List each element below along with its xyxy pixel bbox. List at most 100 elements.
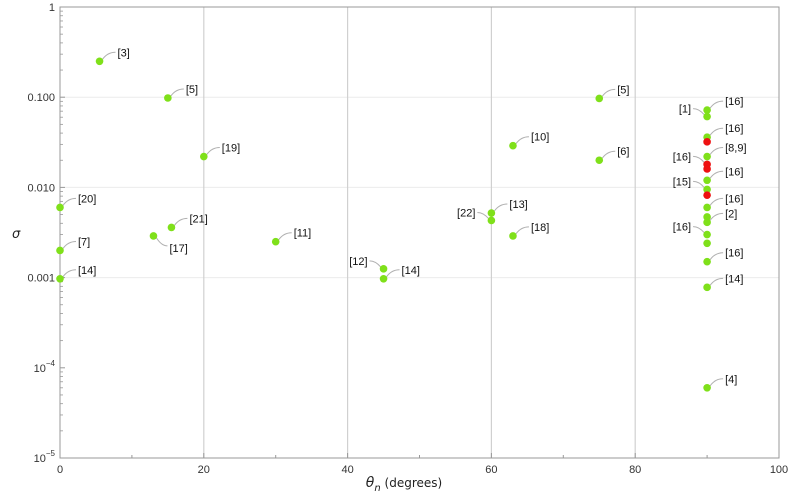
- data-point-10: [379, 274, 388, 283]
- x-axis-symbol: θ: [366, 475, 375, 491]
- leader-line-22: [693, 155, 705, 163]
- leader-line-30: [693, 226, 705, 233]
- leader-line-9: [369, 260, 381, 268]
- leader-line-1: [170, 88, 184, 97]
- point-label-12: [22]: [457, 207, 475, 219]
- leader-line-4: [62, 240, 77, 249]
- grid: [60, 7, 779, 458]
- x-tick-label-4: 80: [629, 464, 641, 476]
- leader-line-6: [174, 217, 188, 226]
- leader-line-5: [62, 269, 77, 278]
- point-label-3: [20]: [78, 193, 96, 205]
- y-tick-label-4: 0.100: [27, 92, 55, 104]
- point-label-17: [16]: [725, 96, 743, 108]
- data-point-29: [703, 218, 711, 227]
- y-axis-label: σ: [12, 227, 21, 242]
- x-tick-label-5: 100: [770, 464, 788, 476]
- point-label-22: [16]: [673, 151, 691, 163]
- leader-line-14: [515, 226, 529, 235]
- data-point-11: [487, 209, 496, 217]
- leader-line-10: [386, 269, 400, 278]
- leader-line-32: [709, 252, 724, 261]
- data-point-25: [703, 185, 711, 194]
- point-label-14: [18]: [531, 222, 549, 234]
- data-point-1: [164, 94, 172, 102]
- point-label-8: [11]: [294, 228, 312, 240]
- data-point-3: [56, 203, 64, 212]
- leader-line-13: [515, 136, 529, 144]
- data-point-16: [595, 156, 604, 165]
- data-point-17: [703, 106, 711, 114]
- data-points: [56, 57, 711, 392]
- leader-line-11: [493, 203, 508, 212]
- data-point-34: [703, 384, 711, 392]
- point-label-16: [6]: [617, 146, 629, 158]
- plot-frame: [59, 6, 780, 459]
- leader-line-21: [709, 147, 724, 155]
- data-point-2: [200, 152, 208, 161]
- data-point-23: [703, 165, 711, 173]
- leader-line-18: [693, 108, 705, 115]
- x-tick-label-1: 20: [198, 464, 210, 476]
- point-label-6: [21]: [189, 213, 207, 225]
- leader-line-0: [102, 51, 116, 60]
- leader-line-16: [601, 150, 616, 159]
- point-label-34: [4]: [725, 374, 737, 386]
- data-point-33: [703, 283, 711, 292]
- leader-line-12: [477, 211, 489, 219]
- x-tick-label-2: 40: [341, 464, 353, 476]
- leader-line-8: [278, 232, 292, 241]
- x-axis-units: (degrees): [381, 476, 442, 490]
- leader-line-29: [709, 212, 724, 221]
- point-label-1: [5]: [186, 84, 198, 96]
- data-point-27: [703, 203, 711, 212]
- point-label-9: [12]: [349, 256, 367, 268]
- data-point-32: [703, 257, 711, 266]
- point-label-7: [17]: [169, 243, 187, 255]
- point-label-15: [5]: [617, 84, 629, 96]
- point-label-13: [10]: [531, 132, 549, 144]
- point-label-27: [16]: [725, 193, 743, 205]
- point-label-18: [1]: [679, 104, 691, 116]
- y-tick-label-1: 10−4: [34, 359, 56, 375]
- leader-line-2: [206, 147, 220, 155]
- leader-line-15: [601, 88, 616, 97]
- data-point-18: [703, 112, 711, 121]
- y-tick-label-0: 10−5: [34, 449, 56, 465]
- data-point-6: [167, 223, 176, 232]
- data-point-12: [487, 216, 496, 225]
- data-point-28: [703, 213, 711, 221]
- point-label-30: [16]: [673, 222, 691, 234]
- x-axis-ticks: 0 20 40 60 80 100: [57, 453, 788, 476]
- data-point-26: [703, 191, 711, 199]
- data-point-4: [56, 246, 64, 255]
- point-label-32: [16]: [725, 248, 743, 260]
- leader-line-25: [693, 180, 705, 188]
- point-labels: [3] [5] [19] [20] [7] [14] [21] [17] [11] [12] [14…: [78, 47, 747, 386]
- leader-line-33: [709, 277, 724, 286]
- leader-line-24: [709, 170, 724, 179]
- label-leaders: [62, 51, 724, 387]
- leader-line-7: [156, 237, 168, 247]
- x-tick-label-0: 0: [57, 464, 63, 476]
- leader-line-17: [709, 100, 724, 109]
- point-label-19: [16]: [725, 123, 743, 135]
- leader-line-19: [709, 127, 724, 136]
- data-point-13: [509, 141, 517, 150]
- leader-line-27: [709, 197, 724, 206]
- data-point-7: [149, 232, 158, 240]
- x-axis-label: θn (degrees): [366, 475, 442, 494]
- data-point-9: [379, 265, 388, 273]
- point-label-25: [15]: [673, 176, 691, 188]
- leader-line-3: [62, 197, 77, 206]
- data-point-30: [703, 230, 711, 239]
- point-label-21: [8,9]: [725, 143, 746, 155]
- data-point-20: [703, 138, 711, 146]
- y-tick-label-2: 0.001: [27, 273, 55, 285]
- point-label-11: [13]: [509, 199, 527, 211]
- point-label-33: [14]: [725, 273, 743, 285]
- point-label-10: [14]: [402, 265, 420, 277]
- x-axis-subscript: n: [374, 483, 380, 494]
- point-label-29: [2]: [725, 208, 737, 220]
